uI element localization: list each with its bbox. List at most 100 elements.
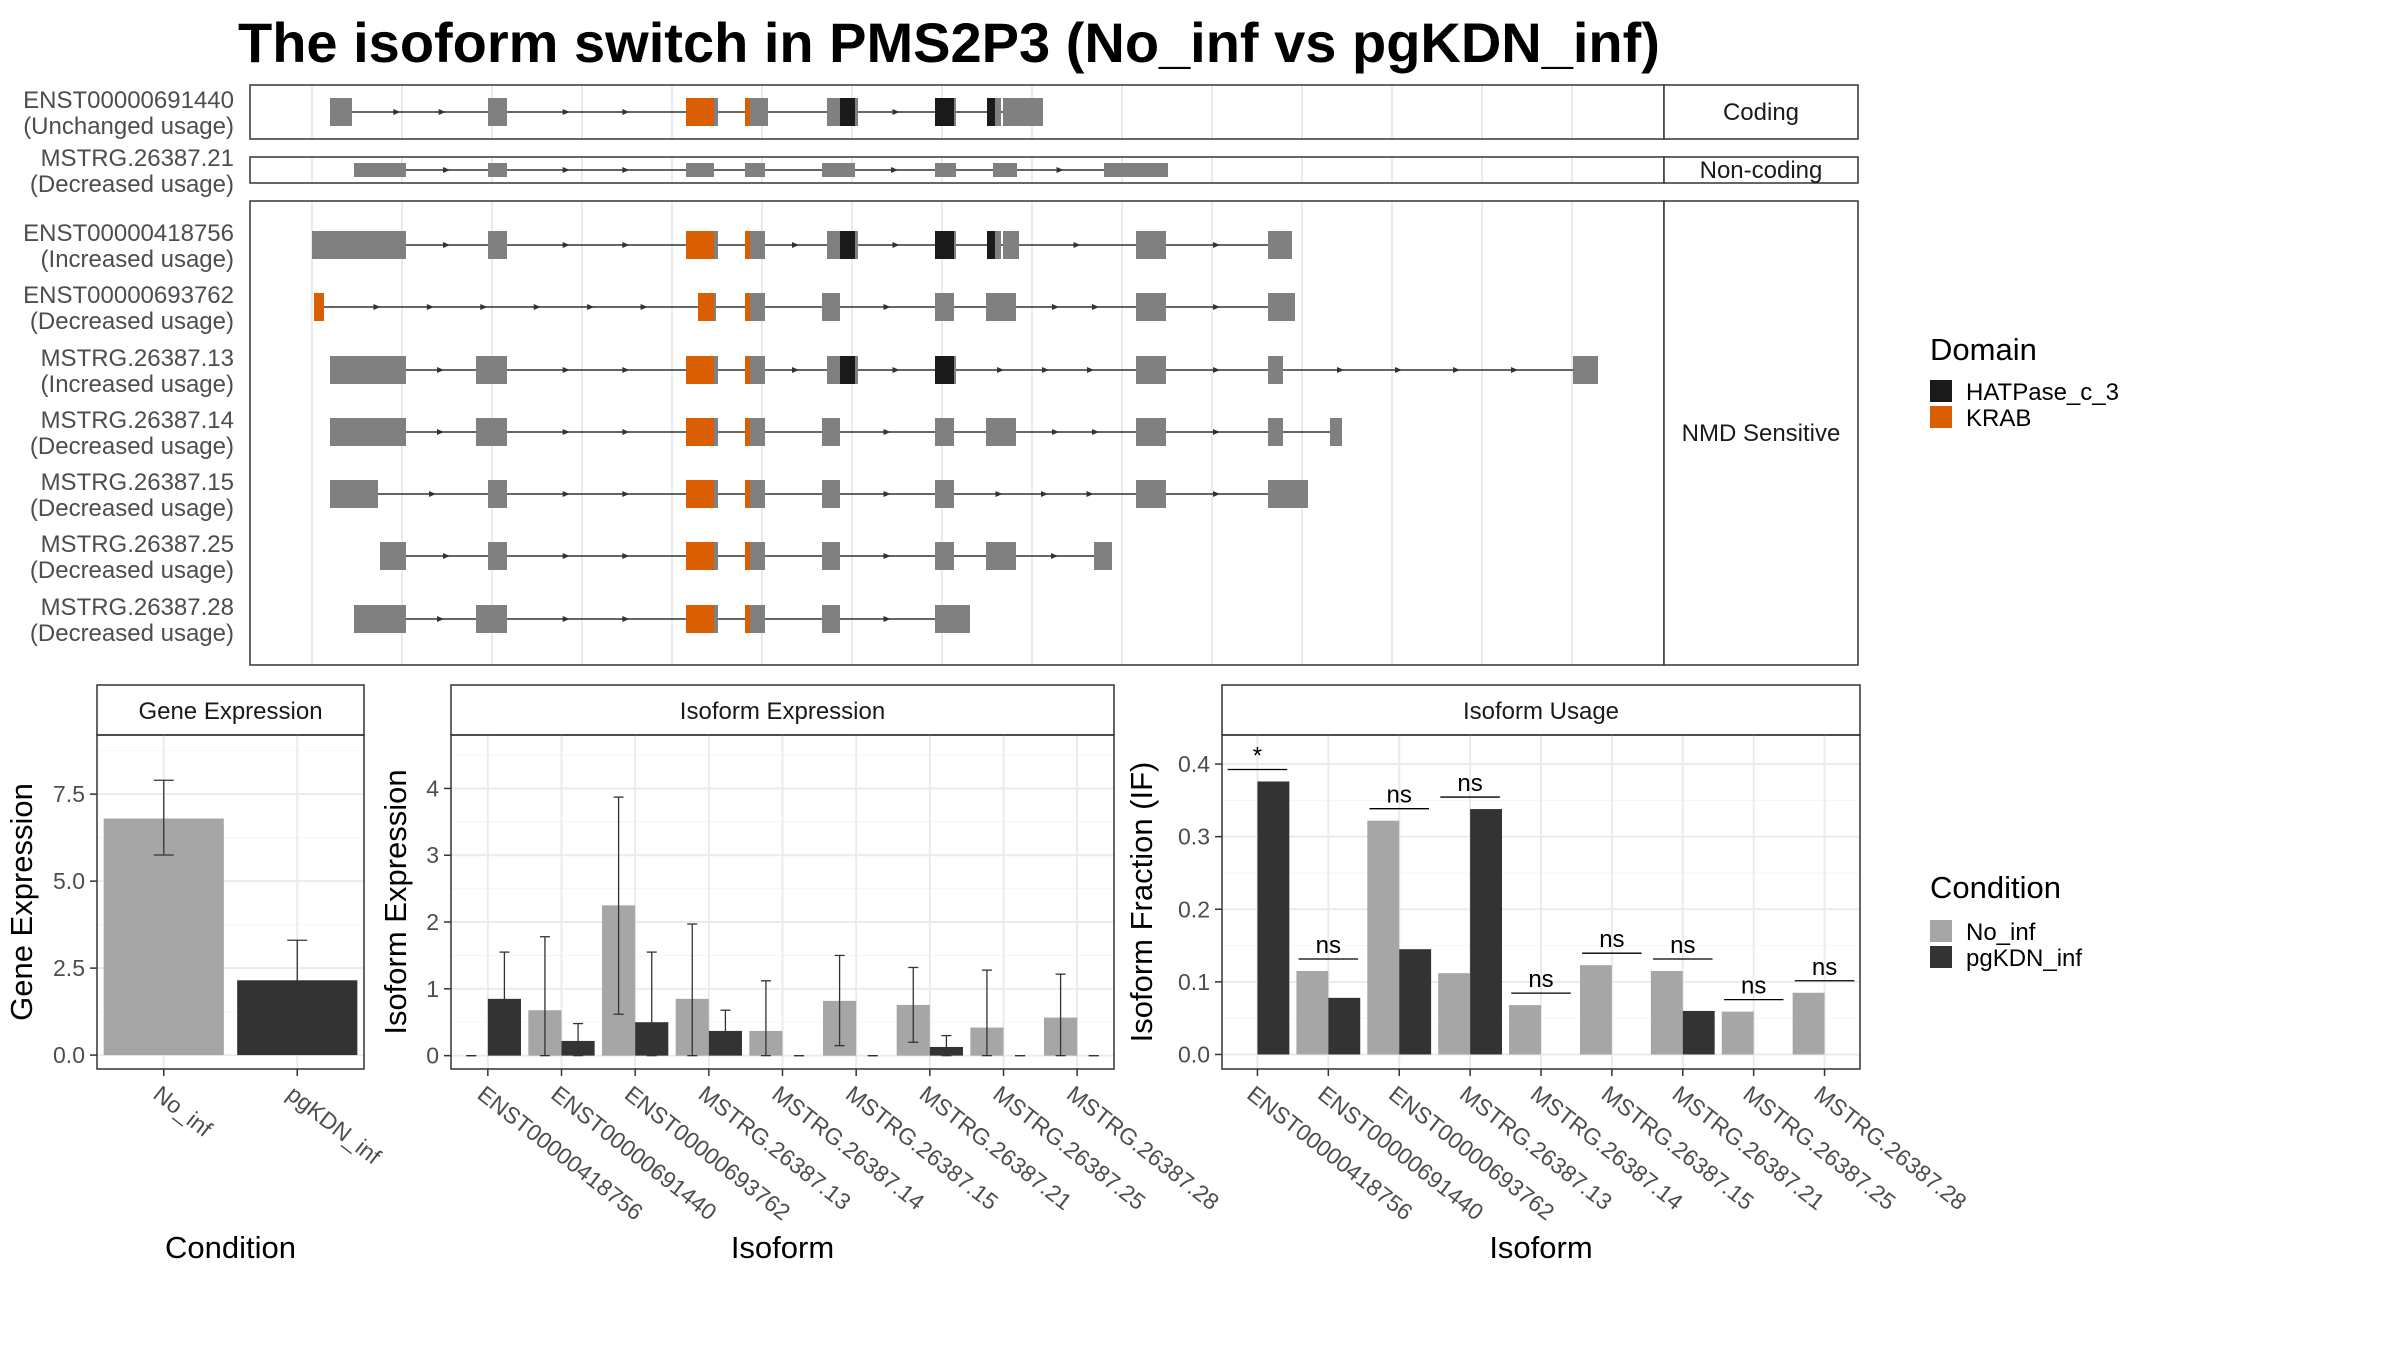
significance-label: ns bbox=[1670, 932, 1695, 959]
intron-arrow bbox=[1086, 491, 1094, 497]
intron-arrow bbox=[1337, 367, 1344, 373]
exon bbox=[822, 605, 840, 633]
panel-border bbox=[96, 734, 365, 1070]
exon bbox=[330, 356, 406, 384]
legend-swatch-krab bbox=[1930, 406, 1952, 428]
exon bbox=[993, 163, 1017, 177]
isoform-id-label: MSTRG.26387.21 bbox=[41, 145, 234, 172]
intron-arrow bbox=[437, 367, 444, 373]
condition-legend: Condition No_inf pgKDN_inf bbox=[1930, 870, 2082, 972]
bar-pgkdn-inf bbox=[1257, 781, 1290, 1055]
exon bbox=[476, 418, 507, 446]
intron-arrow bbox=[891, 167, 898, 173]
krab-domain bbox=[698, 293, 714, 321]
isoform-id-label: MSTRG.26387.15 bbox=[41, 469, 234, 496]
y-axis-title: Gene Expression bbox=[4, 783, 39, 1021]
krab-domain bbox=[745, 605, 750, 633]
y-axis-title: Isoform Expression bbox=[378, 769, 413, 1034]
panel-strip-title: Gene Expression bbox=[138, 698, 322, 725]
intron-arrow bbox=[1052, 429, 1059, 435]
isoform-usage-label: (Unchanged usage) bbox=[23, 113, 234, 140]
krab-domain bbox=[745, 356, 750, 384]
panel-border bbox=[450, 734, 1115, 1070]
krab-domain bbox=[686, 231, 714, 259]
condition-legend-title: Condition bbox=[1930, 870, 2061, 905]
exon bbox=[822, 480, 840, 508]
hatpase-domain bbox=[840, 98, 855, 126]
intron-arrow bbox=[883, 616, 891, 622]
significance-label: ns bbox=[1812, 954, 1837, 981]
exon bbox=[488, 231, 507, 259]
isoform-usage-label: (Decreased usage) bbox=[30, 557, 234, 584]
krab-domain bbox=[745, 418, 750, 446]
panel-strip-title: Isoform Usage bbox=[1463, 698, 1619, 725]
intron-arrow bbox=[622, 242, 630, 248]
legend-label-pgkdn-inf: pgKDN_inf bbox=[1966, 945, 2082, 972]
intron-arrow bbox=[587, 304, 595, 310]
krab-domain bbox=[314, 293, 324, 321]
intron-arrow bbox=[393, 109, 401, 115]
intron-arrow bbox=[562, 616, 570, 622]
exon bbox=[1573, 356, 1598, 384]
intron-arrow bbox=[883, 304, 891, 310]
intron-arrow bbox=[792, 242, 799, 248]
exon bbox=[1330, 418, 1342, 446]
exon bbox=[1136, 356, 1166, 384]
intron-arrow bbox=[562, 367, 570, 373]
isoform-row: MSTRG.26387.14(Decreased usage) bbox=[30, 407, 1342, 460]
bar-no-inf bbox=[1296, 970, 1329, 1055]
panel-strip bbox=[1221, 684, 1861, 736]
intron-arrow bbox=[1052, 304, 1059, 310]
intron-arrow bbox=[562, 242, 570, 248]
krab-domain bbox=[745, 293, 750, 321]
krab-domain bbox=[745, 480, 750, 508]
exon bbox=[935, 293, 954, 321]
legend-swatch-pgkdn-inf bbox=[1930, 946, 1952, 968]
intron-arrow bbox=[437, 429, 444, 435]
y-tick-label: 0.0 bbox=[53, 1042, 85, 1068]
isoform-usage-label: (Increased usage) bbox=[41, 246, 234, 273]
x-tick-label: pgKDN_inf bbox=[282, 1080, 386, 1169]
intron-arrow bbox=[1092, 304, 1099, 310]
exon bbox=[822, 163, 855, 177]
exon bbox=[935, 480, 954, 508]
y-tick-label: 7.5 bbox=[53, 781, 85, 807]
panel-strip bbox=[96, 684, 365, 736]
isoform-row: ENST00000693762(Decreased usage) bbox=[23, 282, 1295, 335]
isoform-structure-panel: Coding Non-coding NMD Sensitive ENST0000069… bbox=[23, 84, 1859, 666]
intron-arrow bbox=[373, 304, 381, 310]
intron-arrow bbox=[1041, 491, 1048, 497]
exon bbox=[1268, 480, 1308, 508]
intron-arrow bbox=[533, 304, 541, 310]
krab-domain bbox=[745, 542, 750, 570]
isoform-usage-label: (Increased usage) bbox=[41, 371, 234, 398]
krab-domain bbox=[686, 542, 714, 570]
legend-label-krab: KRAB bbox=[1966, 405, 2031, 432]
isoform-usage-label: (Decreased usage) bbox=[30, 308, 234, 335]
exon bbox=[745, 163, 765, 177]
intron-arrow bbox=[892, 242, 900, 248]
y-tick-label: 0.0 bbox=[1178, 1041, 1210, 1067]
significance-label: ns bbox=[1741, 973, 1766, 1000]
exon bbox=[986, 418, 1016, 446]
exon bbox=[935, 605, 970, 633]
legend-label-hatpase: HATPase_c_3 bbox=[1966, 379, 2119, 406]
intron-arrow bbox=[1073, 242, 1081, 248]
intron-arrow bbox=[562, 429, 570, 435]
exon bbox=[476, 356, 507, 384]
intron-arrow bbox=[480, 304, 488, 310]
bar-no-inf bbox=[103, 818, 224, 1056]
intron-arrow bbox=[892, 367, 900, 373]
exon bbox=[330, 480, 378, 508]
intron-arrow bbox=[438, 109, 446, 115]
exon bbox=[330, 98, 352, 126]
exon bbox=[476, 605, 507, 633]
intron-arrow bbox=[562, 553, 570, 559]
significance-label: ns bbox=[1457, 770, 1482, 797]
krab-domain bbox=[686, 605, 714, 633]
exon bbox=[354, 605, 406, 633]
intron-arrow bbox=[1213, 367, 1220, 373]
intron-arrow bbox=[1213, 242, 1220, 248]
intron-arrow bbox=[792, 367, 799, 373]
